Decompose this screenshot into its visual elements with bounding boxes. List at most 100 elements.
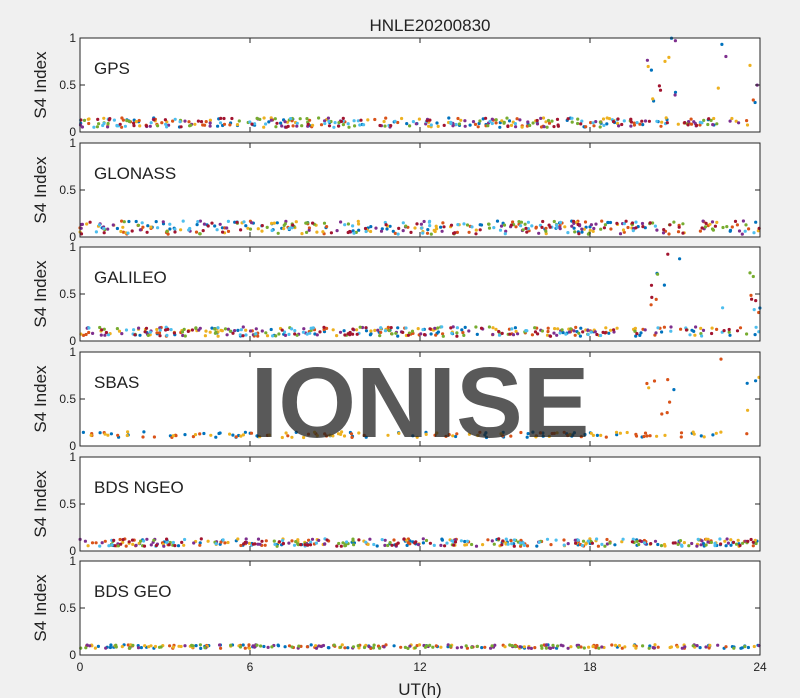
data-point <box>219 116 223 120</box>
data-point <box>345 540 349 544</box>
data-point <box>509 434 513 438</box>
data-point <box>562 430 566 434</box>
data-point <box>589 431 593 435</box>
data-point <box>572 329 576 333</box>
data-point <box>615 326 619 330</box>
watermark: IONISE <box>251 347 590 459</box>
data-point <box>152 435 156 439</box>
data-point <box>109 643 113 647</box>
data-point <box>445 541 449 545</box>
data-point <box>233 329 237 333</box>
data-point <box>149 121 153 125</box>
data-point <box>683 645 687 649</box>
data-point <box>745 119 749 123</box>
data-point <box>392 538 396 542</box>
data-point <box>749 293 753 297</box>
data-point <box>337 121 341 125</box>
data-point <box>121 538 125 542</box>
data-point <box>102 231 106 235</box>
data-point <box>317 116 321 120</box>
data-point <box>463 325 467 329</box>
data-point <box>269 118 273 122</box>
data-point <box>672 388 676 392</box>
data-point <box>343 333 347 337</box>
data-point <box>493 643 497 647</box>
data-point <box>163 118 167 122</box>
data-point <box>754 299 758 303</box>
data-point <box>452 543 456 547</box>
data-point <box>699 332 703 336</box>
data-point <box>602 226 607 230</box>
data-point <box>668 223 672 227</box>
data-point <box>246 226 250 230</box>
data-point <box>272 221 276 225</box>
data-point <box>253 122 257 126</box>
data-point <box>702 118 706 122</box>
data-point <box>173 117 177 121</box>
data-point <box>654 331 658 335</box>
data-point <box>508 332 512 336</box>
data-point <box>599 333 603 338</box>
data-point <box>614 430 619 434</box>
data-point <box>244 537 248 541</box>
data-point <box>462 222 466 226</box>
data-point <box>643 328 647 332</box>
data-point <box>494 118 498 122</box>
data-point <box>180 540 184 545</box>
data-point <box>448 644 453 648</box>
data-point <box>524 329 528 333</box>
data-point <box>587 645 591 649</box>
data-point <box>382 119 386 124</box>
data-point <box>645 58 650 62</box>
data-point <box>165 537 169 541</box>
data-point <box>700 334 704 338</box>
data-point <box>413 646 417 650</box>
data-point <box>651 97 655 101</box>
data-point <box>198 232 202 236</box>
data-point <box>216 334 220 338</box>
data-point <box>578 334 583 338</box>
data-point <box>410 329 415 333</box>
data-point <box>638 122 642 126</box>
data-point <box>463 124 467 128</box>
data-point <box>356 644 360 648</box>
data-point <box>97 122 101 126</box>
data-point <box>724 544 728 548</box>
data-point <box>746 645 751 650</box>
y-tick-label: 1 <box>69 31 76 45</box>
data-point <box>680 543 684 547</box>
data-point <box>447 116 451 120</box>
data-points <box>79 643 761 651</box>
data-point <box>653 224 658 228</box>
data-point <box>171 434 175 438</box>
data-point <box>535 544 539 548</box>
data-point <box>577 331 581 335</box>
data-point <box>579 326 583 330</box>
data-point <box>391 229 395 233</box>
data-point <box>440 537 444 541</box>
data-point <box>160 121 164 125</box>
data-point <box>149 225 153 229</box>
data-point <box>591 121 595 125</box>
data-point <box>555 431 559 435</box>
data-point <box>128 646 132 650</box>
data-point <box>741 219 746 223</box>
y-tick-label: 0.5 <box>59 78 76 92</box>
data-point <box>563 225 567 229</box>
data-point <box>112 118 116 122</box>
data-point <box>394 543 398 547</box>
data-point <box>711 123 715 127</box>
data-point <box>173 544 177 548</box>
data-point <box>513 122 518 126</box>
data-point <box>605 122 609 126</box>
data-point <box>277 540 281 544</box>
data-point <box>699 543 703 547</box>
data-point <box>325 225 329 229</box>
data-point <box>413 226 417 230</box>
data-point <box>238 333 242 337</box>
data-point <box>402 537 406 541</box>
data-point <box>352 543 356 547</box>
data-point <box>115 226 119 231</box>
data-point <box>450 331 454 335</box>
data-point <box>500 119 504 123</box>
